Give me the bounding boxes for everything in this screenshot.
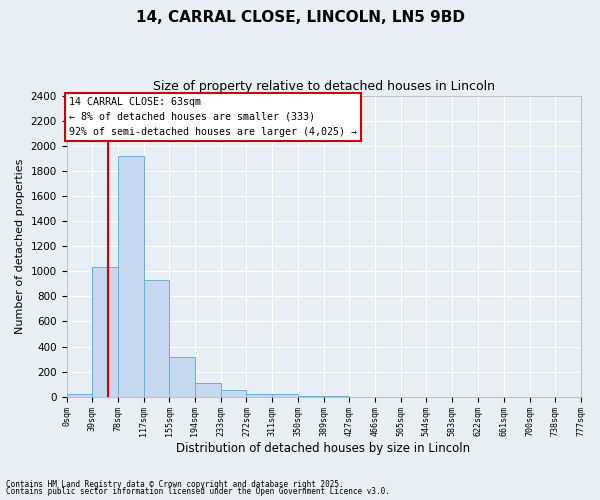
Bar [247, 394, 272, 396]
Bar [118, 156, 144, 396]
Bar [221, 390, 247, 396]
Bar [195, 383, 221, 396]
Text: Contains public sector information licensed under the Open Government Licence v3: Contains public sector information licen… [6, 487, 390, 496]
Bar [272, 394, 298, 396]
Bar [92, 268, 118, 396]
Text: 14, CARRAL CLOSE, LINCOLN, LN5 9BD: 14, CARRAL CLOSE, LINCOLN, LN5 9BD [136, 10, 464, 25]
Bar [169, 356, 195, 397]
Bar [67, 394, 92, 396]
Text: 14 CARRAL CLOSE: 63sqm
← 8% of detached houses are smaller (333)
92% of semi-det: 14 CARRAL CLOSE: 63sqm ← 8% of detached … [69, 97, 357, 136]
Y-axis label: Number of detached properties: Number of detached properties [15, 158, 25, 334]
X-axis label: Distribution of detached houses by size in Lincoln: Distribution of detached houses by size … [176, 442, 470, 455]
Title: Size of property relative to detached houses in Lincoln: Size of property relative to detached ho… [152, 80, 494, 93]
Text: Contains HM Land Registry data © Crown copyright and database right 2025.: Contains HM Land Registry data © Crown c… [6, 480, 344, 489]
Bar [144, 280, 169, 396]
